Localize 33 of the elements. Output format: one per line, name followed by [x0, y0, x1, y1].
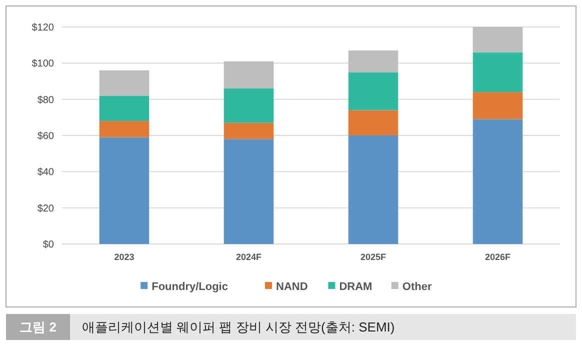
- bar: [348, 50, 398, 72]
- y-tick-label: $0: [42, 240, 54, 250]
- bar: [348, 136, 398, 244]
- bar: [99, 70, 150, 96]
- legend-label: DRAM: [339, 280, 372, 293]
- y-tick-label: $100: [32, 58, 54, 70]
- caption: 그림 2: [20, 320, 56, 335]
- x-tick-label: 2025F: [360, 252, 387, 262]
- y-tick-label: $120: [32, 22, 54, 34]
- bar: [224, 88, 274, 123]
- bar: [472, 52, 523, 92]
- y-tick-label: $40: [37, 167, 54, 178]
- bar: [224, 139, 274, 244]
- bar: [99, 96, 150, 122]
- bar: [348, 72, 398, 110]
- y-tick-label: $60: [37, 131, 54, 142]
- legend-label: Foundry/Logic: [152, 280, 228, 293]
- bar: [472, 27, 523, 52]
- bar: [99, 137, 150, 244]
- y-tick-label: $20: [37, 203, 54, 214]
- legend-label: Other: [402, 280, 432, 293]
- x-tick-label: 2026F: [484, 252, 512, 262]
- bar: [472, 92, 523, 120]
- text: 애플리케이션별 웨이퍼 팹 장비 시장 전망(출처: SEMI): [82, 320, 395, 335]
- x-tick-label: 2023: [114, 252, 134, 262]
- legend-label: NAND: [276, 280, 308, 293]
- bar: [224, 61, 274, 88]
- bar: [224, 122, 274, 140]
- bar: [99, 121, 150, 138]
- bar: [348, 110, 398, 136]
- x-tick-label: 2024F: [236, 252, 262, 262]
- bar: [472, 119, 523, 244]
- y-tick-label: $80: [37, 94, 54, 106]
